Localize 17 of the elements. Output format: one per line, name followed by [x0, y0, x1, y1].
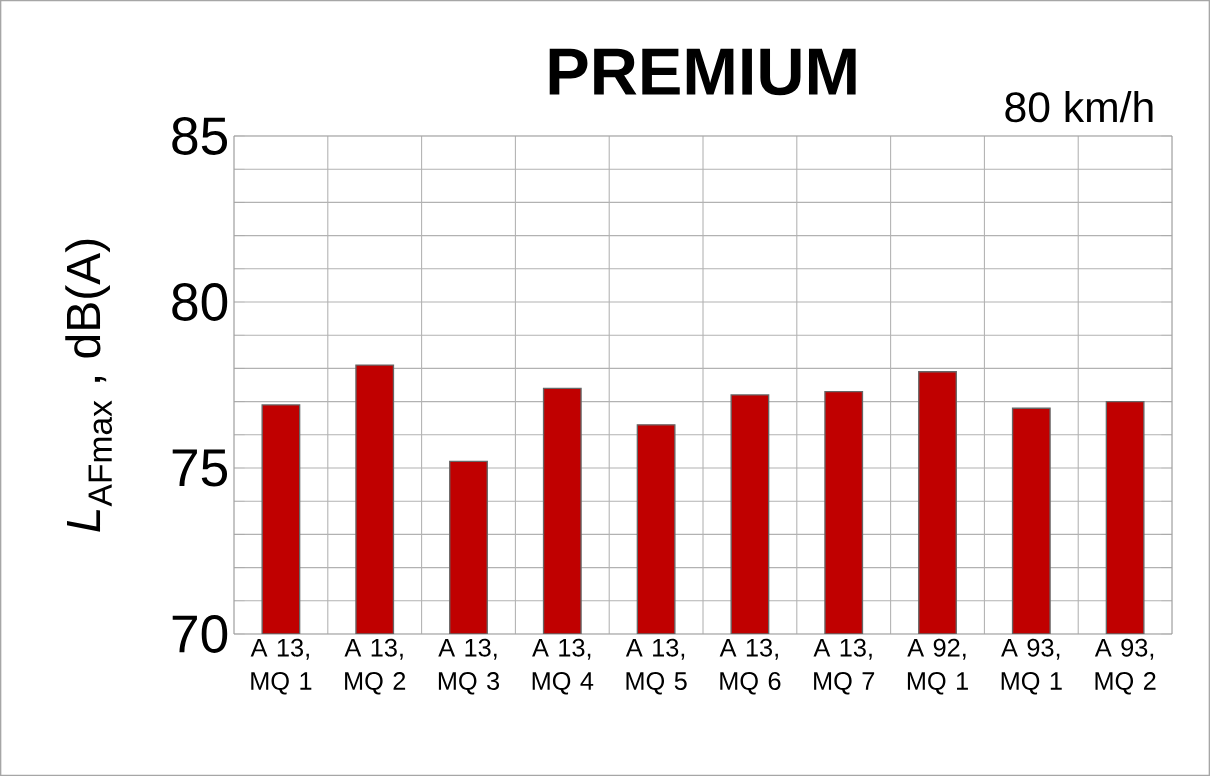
x-tick-label: A 13, MQ 7	[813, 638, 875, 695]
x-tick-label: A 13, MQ 3	[438, 638, 500, 695]
x-tick-label: A 13, MQ 1	[250, 638, 312, 695]
x-tick-label: A 13, MQ 2	[344, 638, 406, 695]
y-tick-label: 75	[172, 449, 228, 487]
x-tick-label: A 93, MQ 2	[1094, 638, 1156, 695]
y-tick-label: 85	[172, 117, 228, 155]
chart-title: PREMIUM	[549, 48, 856, 96]
x-tick-label: A 13, MQ 6	[719, 638, 781, 695]
y-tick-label: 80	[172, 283, 228, 321]
x-tick-label: A 93, MQ 1	[1001, 638, 1062, 695]
x-tick-label: A 13, MQ 4	[532, 638, 594, 695]
text: 80 km/h	[1005, 91, 1153, 123]
y-axis-title: L$_{AFmax}$ , dB(A)	[65, 239, 113, 532]
x-tick-label: A 13, MQ 5	[625, 638, 687, 695]
x-tick-label: A 92, MQ 1	[907, 638, 968, 695]
y-tick-label: 70	[172, 615, 228, 653]
